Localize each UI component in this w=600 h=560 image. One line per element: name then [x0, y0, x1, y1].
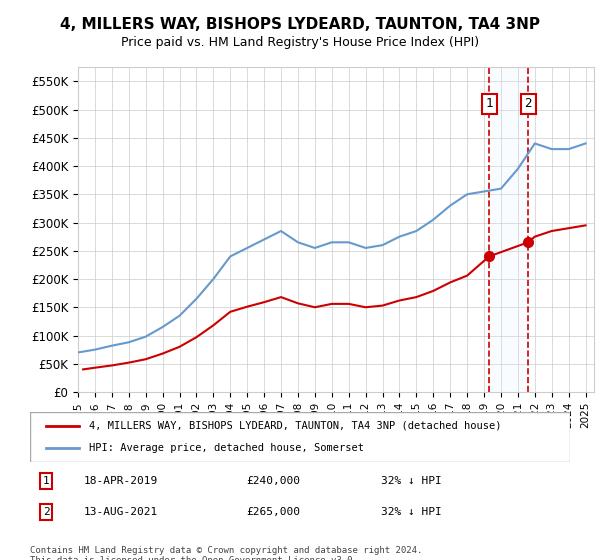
Text: Price paid vs. HM Land Registry's House Price Index (HPI): Price paid vs. HM Land Registry's House … — [121, 36, 479, 49]
Text: 2: 2 — [43, 507, 50, 517]
Text: 1: 1 — [485, 97, 493, 110]
Bar — [489, 67, 528, 392]
FancyBboxPatch shape — [30, 412, 570, 462]
Text: £240,000: £240,000 — [246, 476, 300, 486]
Text: 4, MILLERS WAY, BISHOPS LYDEARD, TAUNTON, TA4 3NP (detached house): 4, MILLERS WAY, BISHOPS LYDEARD, TAUNTON… — [89, 421, 502, 431]
Text: 32% ↓ HPI: 32% ↓ HPI — [381, 476, 442, 486]
Text: 4, MILLERS WAY, BISHOPS LYDEARD, TAUNTON, TA4 3NP: 4, MILLERS WAY, BISHOPS LYDEARD, TAUNTON… — [60, 17, 540, 32]
Text: 13-AUG-2021: 13-AUG-2021 — [84, 507, 158, 517]
Text: 2: 2 — [524, 97, 532, 110]
Text: HPI: Average price, detached house, Somerset: HPI: Average price, detached house, Some… — [89, 443, 364, 453]
Text: Contains HM Land Registry data © Crown copyright and database right 2024.
This d: Contains HM Land Registry data © Crown c… — [30, 546, 422, 560]
Text: 32% ↓ HPI: 32% ↓ HPI — [381, 507, 442, 517]
Text: 1: 1 — [43, 476, 50, 486]
Text: 18-APR-2019: 18-APR-2019 — [84, 476, 158, 486]
Text: £265,000: £265,000 — [246, 507, 300, 517]
